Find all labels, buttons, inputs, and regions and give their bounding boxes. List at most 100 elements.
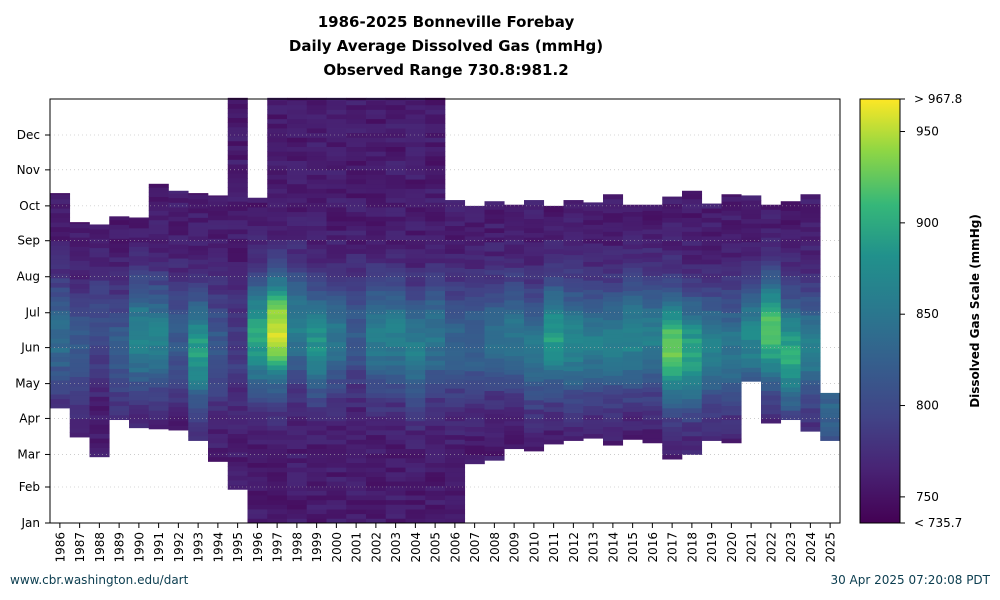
heatmap-column-1995 [227, 97, 248, 490]
x-tick-label-2021: 2021 [745, 532, 759, 563]
heatmap-column-2012 [563, 200, 584, 441]
heatmap-column-2000 [326, 97, 347, 524]
x-tick-label-2008: 2008 [488, 532, 502, 563]
heatmap-column-1991 [148, 183, 169, 430]
heatmap-column-2008 [484, 201, 505, 461]
x-tick-label-2019: 2019 [705, 532, 719, 563]
colorbar-max-label: > 967.8 [914, 92, 962, 106]
x-tick-label-2006: 2006 [448, 532, 462, 563]
x-tick-label-2013: 2013 [587, 532, 601, 563]
heatmap-column-2002 [366, 97, 387, 524]
x-tick-label-1986: 1986 [53, 532, 67, 563]
footer-timestamp: 30 Apr 2025 07:20:08 PDT [830, 573, 990, 587]
plot-frame [49, 98, 841, 524]
x-tick-label-1987: 1987 [73, 532, 87, 563]
y-tick-label-may: May [15, 377, 40, 391]
heatmap-column-2016 [642, 204, 663, 444]
colorbar: 750 800 850 900 950 < 735.7 > 967.8 Dissolved G… [859, 92, 982, 530]
heatmap-column-2006 [445, 200, 466, 524]
heatmap-cells [50, 97, 841, 524]
heatmap-column-2019 [701, 203, 722, 441]
x-tick-label-2014: 2014 [606, 532, 620, 563]
x-tick-label-2023: 2023 [784, 532, 798, 563]
chart-title-line-3: Observed Range 730.8:981.2 [323, 61, 569, 79]
heatmap-column-1997 [267, 97, 288, 524]
y-axis: Jan Feb Mar Apr May Jun Jul Aug Sep Oct Nov Dec [15, 128, 50, 530]
x-tick-label-2024: 2024 [804, 532, 818, 563]
x-tick-label-2003: 2003 [389, 532, 403, 563]
heatmap-column-1996 [247, 197, 268, 524]
y-tick-label-apr: Apr [19, 411, 40, 425]
heatmap-column-2025 [820, 392, 841, 441]
x-tick-label-1993: 1993 [192, 532, 206, 563]
x-tick-label-2022: 2022 [764, 532, 778, 563]
heatmap-column-1999 [306, 97, 327, 524]
y-tick-label-mar: Mar [17, 447, 40, 461]
colorbar-label: Dissolved Gas Scale (mmHg) [968, 214, 982, 408]
x-tick-label-1989: 1989 [113, 532, 127, 563]
heatmap-column-1992 [168, 190, 189, 431]
heatmap-column-2020 [721, 194, 742, 444]
y-tick-label-feb: Feb [19, 480, 40, 494]
heatmap-column-2018 [682, 190, 703, 455]
heatmap-column-1987 [69, 222, 90, 438]
heatmap-column-2022 [761, 204, 782, 424]
x-tick-label-1998: 1998 [290, 532, 304, 563]
x-tick-label-1991: 1991 [152, 532, 166, 563]
x-tick-label-2002: 2002 [369, 532, 383, 563]
heatmap-column-1988 [89, 224, 110, 458]
heatmap-column-2009 [504, 204, 525, 450]
x-tick-label-1999: 1999 [310, 532, 324, 563]
x-tick-label-2015: 2015 [626, 532, 640, 563]
heatmap-column-1989 [109, 216, 130, 421]
colorbar-tick-label-950: 950 [916, 125, 939, 139]
x-tick-label-1992: 1992 [172, 532, 186, 563]
heatmap-column-2014 [603, 194, 624, 446]
heatmap-column-1990 [129, 217, 150, 429]
x-tick-label-2000: 2000 [330, 532, 344, 563]
y-tick-label-jun: Jun [20, 341, 40, 355]
heatmap-column-2021 [741, 195, 762, 382]
x-tick-label-2010: 2010 [527, 532, 541, 563]
heatmap-column-2017 [662, 196, 683, 460]
footer-source-link[interactable]: www.cbr.washington.edu/dart [10, 573, 189, 587]
x-tick-label-2012: 2012 [567, 532, 581, 563]
heatmap-column-2005 [425, 97, 446, 524]
x-tick-label-2016: 2016 [646, 532, 660, 563]
heatmap-column-2010 [524, 200, 545, 452]
x-tick-label-2025: 2025 [824, 532, 838, 563]
x-tick-label-1994: 1994 [211, 532, 225, 563]
x-tick-label-2020: 2020 [725, 532, 739, 563]
x-tick-label-2017: 2017 [666, 532, 680, 563]
x-tick-label-2001: 2001 [350, 532, 364, 563]
heatmap-column-2004 [405, 97, 426, 524]
colorbar-tick-label-900: 900 [916, 216, 939, 230]
heatmap-column-1986 [50, 193, 71, 409]
heatmap-column-2011 [543, 205, 564, 445]
heatmap-column-2007 [464, 205, 485, 465]
x-tick-label-1990: 1990 [132, 532, 146, 563]
heatmap-column-2001 [346, 97, 367, 524]
y-tick-label-dec: Dec [17, 128, 40, 142]
y-tick-label-oct: Oct [19, 199, 40, 213]
chart-title-line-1: 1986-2025 Bonneville Forebay [317, 13, 575, 31]
y-tick-label-nov: Nov [17, 163, 40, 177]
heatmap-column-2015 [622, 204, 643, 440]
x-tick-label-2011: 2011 [547, 532, 561, 563]
x-tick-label-1996: 1996 [251, 532, 265, 563]
colorbar-min-label: < 735.7 [914, 516, 962, 530]
heatmap-column-1998 [287, 97, 308, 524]
heatmap-column-2013 [583, 202, 604, 439]
x-tick-label-2005: 2005 [429, 532, 443, 563]
heatmap-column-2003 [385, 97, 406, 524]
x-axis: 1986 1987 1988 1989 1990 1991 1992 1993 1994 1995… [53, 523, 838, 563]
x-tick-label-1988: 1988 [93, 532, 107, 563]
colorbar-gradient [859, 98, 901, 524]
y-tick-label-jul: Jul [25, 306, 40, 320]
x-tick-label-1997: 1997 [271, 532, 285, 563]
x-tick-label-2007: 2007 [468, 532, 482, 563]
colorbar-tick-label-750: 750 [916, 490, 939, 504]
chart-title-line-2: Daily Average Dissolved Gas (mmHg) [288, 37, 604, 55]
heatmap-column-2023 [780, 201, 801, 421]
